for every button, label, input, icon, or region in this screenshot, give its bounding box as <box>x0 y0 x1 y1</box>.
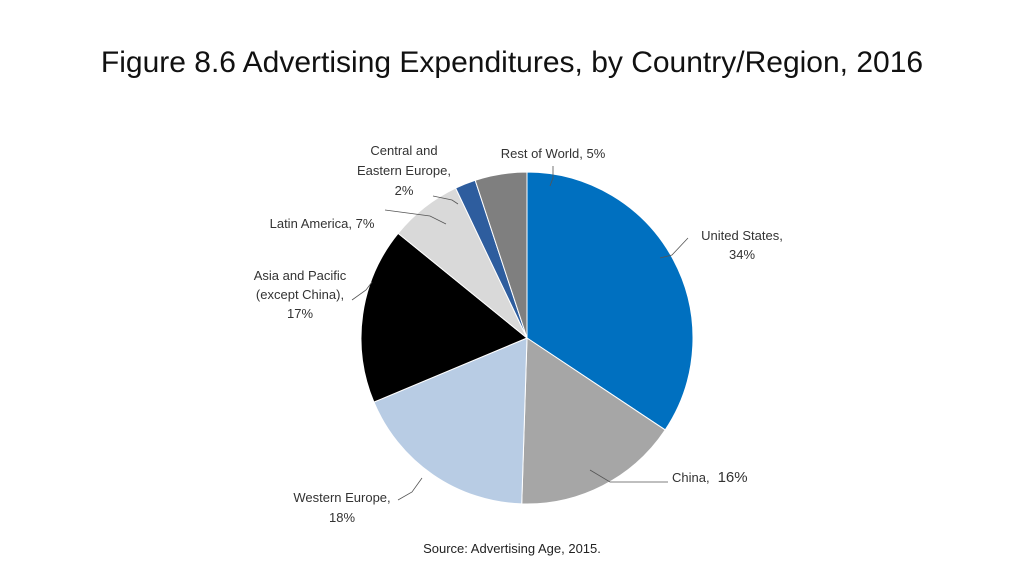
label-ap-line-0: Asia and Pacific <box>254 268 347 283</box>
leader-line <box>589 469 668 483</box>
pie-slice-western-europe <box>373 337 528 505</box>
label-la-line-0: Latin America, 7% <box>270 216 375 231</box>
label-us-line-1: 34% <box>729 247 755 262</box>
leader-line <box>549 166 554 187</box>
label-us-line-0: United States, <box>701 228 783 243</box>
pie-slices <box>360 171 694 505</box>
source-note: Source: Advertising Age, 2015. <box>423 541 601 556</box>
label-ap-line-2: 17% <box>287 306 313 321</box>
pie-slice-china <box>521 337 666 505</box>
leader-line <box>351 281 373 301</box>
slide-title: Figure 8.6 Advertising Expenditures, by … <box>100 46 924 79</box>
label-we-line-0: Western Europe, <box>293 490 390 505</box>
pie-slice-asia-and-pacific-except-china <box>360 232 528 403</box>
label-row-line-0: Rest of World, 5% <box>501 146 606 161</box>
label-china: China, 16% <box>672 469 748 486</box>
label-ap-line-1: (except China), <box>256 287 344 302</box>
pie-slice-rest-of-world <box>474 171 528 339</box>
leader-line <box>397 477 423 501</box>
label-cee-line-2: 2% <box>395 183 414 198</box>
leader-line <box>659 237 689 259</box>
label-we-line-1: 18% <box>329 510 355 525</box>
label-cee-line-0: Central and <box>370 143 437 158</box>
leader-line <box>384 209 447 225</box>
label-cee-line-1: Eastern Europe, <box>357 163 451 178</box>
leader-lines <box>351 166 689 501</box>
slice-labels: United States, 34% China, 16% Western Europe… <box>254 143 783 525</box>
leader-line <box>432 195 459 205</box>
